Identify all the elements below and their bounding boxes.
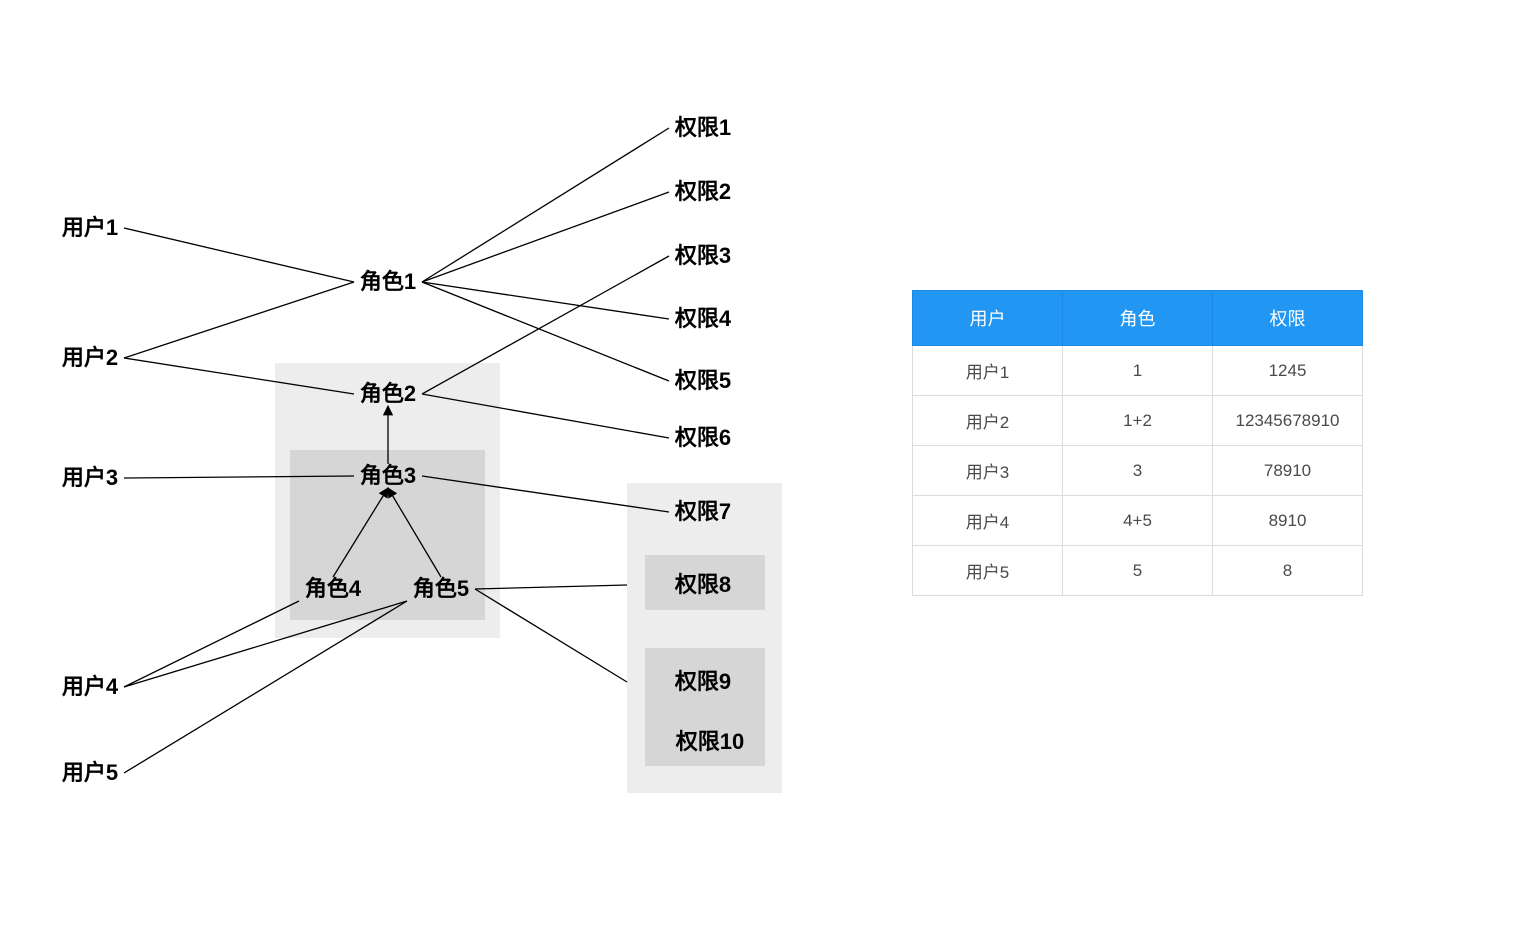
node-user1: 用户1 [62, 217, 118, 239]
node-perm7: 权限7 [675, 501, 731, 523]
edge-user1-role1 [124, 228, 354, 282]
table-cell: 用户3 [913, 446, 1063, 496]
node-perm6: 权限6 [675, 427, 731, 449]
node-perm1: 权限1 [675, 117, 731, 139]
edge-role5-perm9 [475, 589, 627, 682]
edge-user4-role5 [124, 601, 407, 687]
table-cell: 78910 [1213, 446, 1363, 496]
table-cell: 用户2 [913, 396, 1063, 446]
edge-role5-perm8 [475, 585, 627, 589]
node-role5: 角色5 [413, 578, 469, 600]
edge-user2-role1 [124, 282, 354, 358]
node-role2: 角色2 [360, 383, 416, 405]
node-user3: 用户3 [62, 467, 118, 489]
node-perm3: 权限3 [675, 245, 731, 267]
table-cell: 1+2 [1063, 396, 1213, 446]
edge-user2-role2 [124, 358, 354, 394]
node-user2: 用户2 [62, 347, 118, 369]
node-perm8: 权限8 [675, 574, 731, 596]
table-cell: 3 [1063, 446, 1213, 496]
edge-role5-role3 [388, 488, 441, 577]
edge-user5-role5 [124, 601, 407, 773]
table-cell: 8 [1213, 546, 1363, 596]
table-row: 用户111245 [913, 346, 1363, 396]
node-perm4: 权限4 [675, 308, 731, 330]
table-row: 用户21+212345678910 [913, 396, 1363, 446]
node-role4: 角色4 [305, 578, 361, 600]
edge-role4-role3 [333, 488, 388, 577]
user-role-permission-table: 用户角色权限用户111245用户21+212345678910用户3378910… [912, 290, 1363, 596]
node-user4: 用户4 [62, 676, 118, 698]
edge-user3-role3 [124, 476, 354, 478]
table-cell: 1 [1063, 346, 1213, 396]
edge-role3-perm7 [422, 476, 669, 512]
table-cell: 12345678910 [1213, 396, 1363, 446]
table-header-cell: 权限 [1213, 291, 1363, 346]
table-cell: 4+5 [1063, 496, 1213, 546]
table-row: 用户558 [913, 546, 1363, 596]
node-perm10: 权限10 [676, 731, 744, 753]
node-role3: 角色3 [360, 465, 416, 487]
table-header-cell: 用户 [913, 291, 1063, 346]
rbac-diagram: 用户1 用户2 用户3 用户4 用户5 角色1 角色2 角色3 角色4 角色5 权限1 权限2 权限3 权… [0, 0, 820, 820]
edge-role1-perm4 [422, 282, 669, 319]
table-cell: 用户4 [913, 496, 1063, 546]
table-row: 用户3378910 [913, 446, 1363, 496]
edge-role2-perm3 [422, 256, 669, 394]
table-cell: 1245 [1213, 346, 1363, 396]
node-user5: 用户5 [62, 762, 118, 784]
node-perm9: 权限9 [675, 671, 731, 693]
edge-user4-role4 [124, 601, 299, 687]
edge-role1-perm5 [422, 282, 669, 381]
table-row: 用户44+58910 [913, 496, 1363, 546]
table-cell: 用户1 [913, 346, 1063, 396]
table-header-cell: 角色 [1063, 291, 1213, 346]
edge-role2-perm6 [422, 394, 669, 438]
table-cell: 8910 [1213, 496, 1363, 546]
node-role1: 角色1 [360, 271, 416, 293]
node-perm2: 权限2 [675, 181, 731, 203]
node-perm5: 权限5 [675, 370, 731, 392]
table-cell: 5 [1063, 546, 1213, 596]
table-cell: 用户5 [913, 546, 1063, 596]
table-header-row: 用户角色权限 [913, 291, 1363, 346]
